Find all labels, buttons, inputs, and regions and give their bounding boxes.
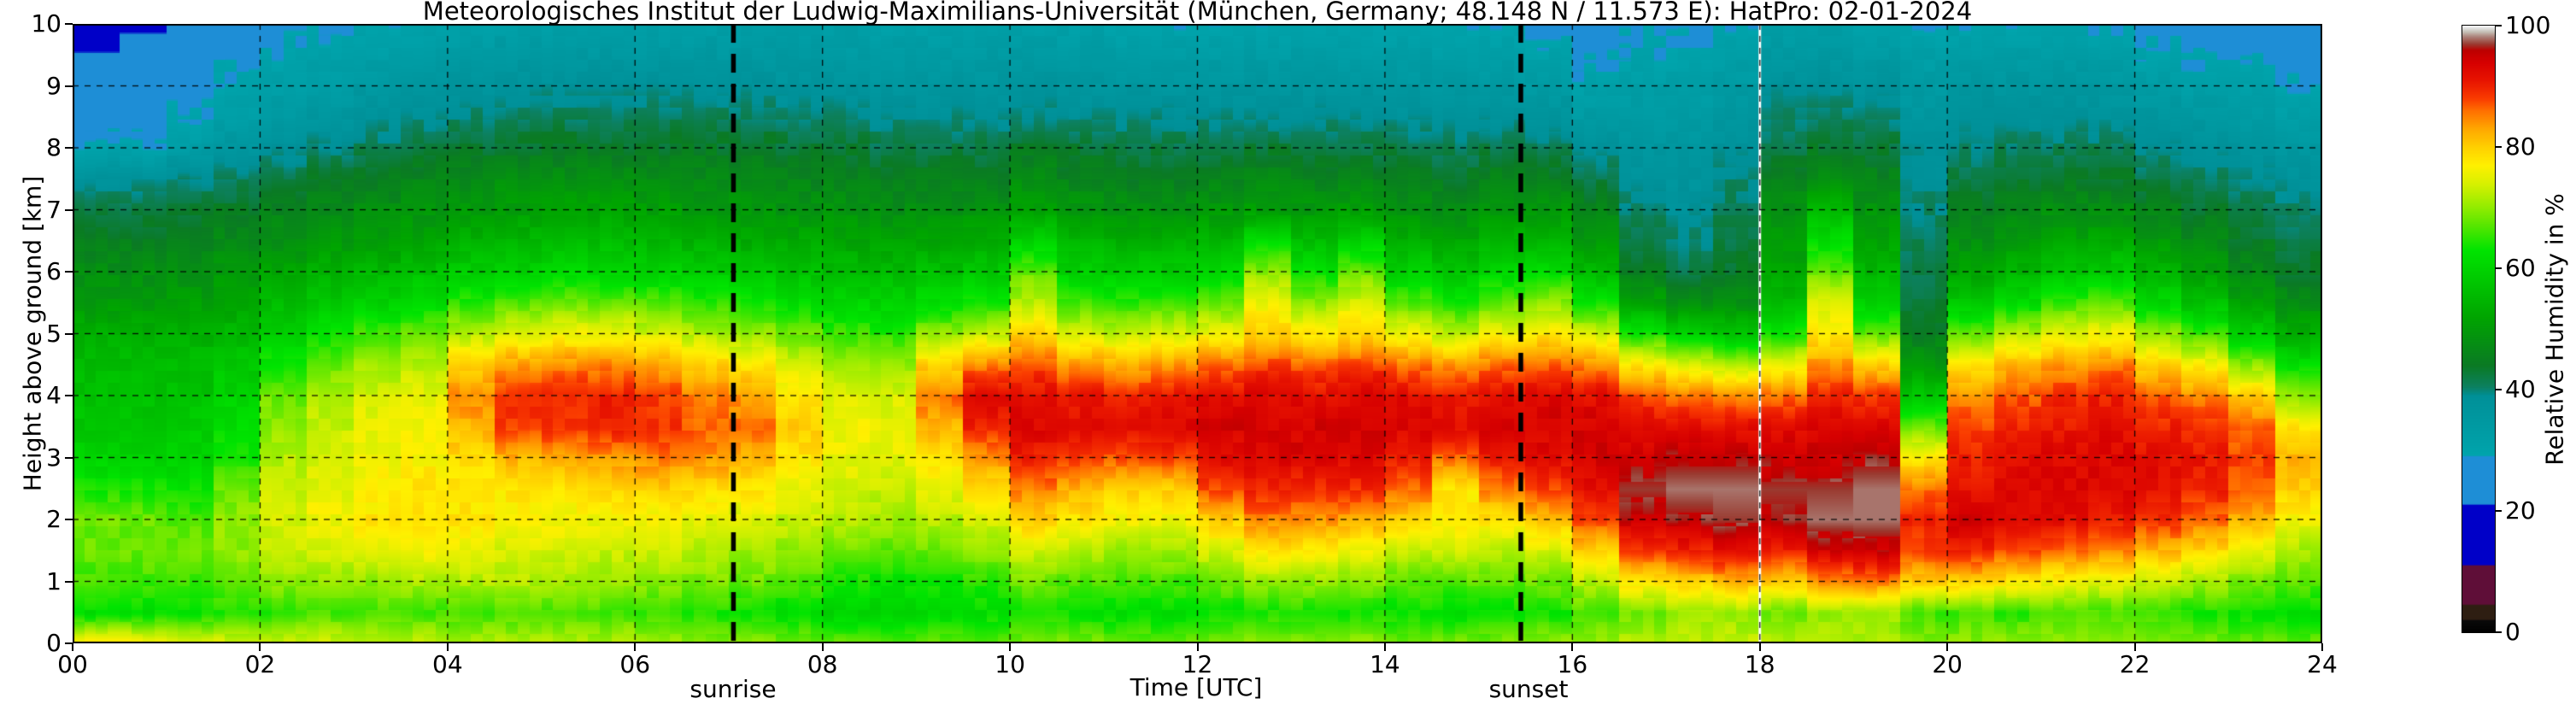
x-tick-mark <box>821 643 824 651</box>
colorbar-tick-label: 100 <box>2505 11 2551 39</box>
humidity-heatmap-canvas <box>73 24 2322 643</box>
y-tick-mark <box>65 456 73 459</box>
y-tick-mark <box>65 147 73 149</box>
y-tick-mark <box>65 395 73 396</box>
colorbar-canvas <box>2462 25 2496 633</box>
x-tick-label: 14 <box>1370 650 1400 678</box>
x-tick-label: 24 <box>2307 650 2338 678</box>
x-tick-mark <box>259 643 261 651</box>
x-tick-label: 12 <box>1182 650 1213 678</box>
y-tick-label: 2 <box>46 505 62 533</box>
y-tick-mark <box>65 85 73 87</box>
colorbar-label: Relative Humidity in % <box>2540 193 2569 466</box>
x-tick-label: 22 <box>2119 650 2151 678</box>
y-tick-mark <box>65 332 73 335</box>
x-tick-label: 16 <box>1557 650 1588 678</box>
colorbar-tick-mark <box>2495 510 2502 512</box>
y-tick-label: 6 <box>46 257 62 285</box>
colorbar-tick-label: 20 <box>2505 496 2536 525</box>
y-tick-mark <box>65 519 73 520</box>
plot-title: Meteorologisches Institut der Ludwig-Max… <box>422 0 1973 26</box>
x-tick-mark <box>72 643 73 651</box>
y-tick-label: 8 <box>46 133 62 161</box>
x-tick-mark <box>1009 643 1012 651</box>
sunset-annotation: sunset <box>1488 675 1569 703</box>
x-tick-mark <box>1946 643 1949 651</box>
x-tick-mark <box>634 643 637 651</box>
sunrise-annotation: sunrise <box>689 675 777 703</box>
y-tick-label: 9 <box>46 71 62 100</box>
y-axis-label: Height above ground [km] <box>18 175 47 492</box>
x-tick-label: 02 <box>244 650 276 678</box>
x-tick-label: 18 <box>1744 650 1775 678</box>
y-tick-mark <box>65 23 73 25</box>
x-tick-mark <box>446 643 449 651</box>
y-tick-mark <box>65 642 73 644</box>
colorbar-tick-mark <box>2495 25 2502 26</box>
x-tick-mark <box>1383 643 1386 651</box>
y-tick-mark <box>65 580 73 583</box>
y-tick-mark <box>65 208 73 211</box>
x-tick-label: 04 <box>432 650 463 678</box>
x-tick-label: 08 <box>807 650 838 678</box>
colorbar-tick-mark <box>2495 631 2502 633</box>
x-tick-label: 20 <box>1932 650 1963 678</box>
y-tick-label: 5 <box>46 319 62 348</box>
y-tick-label: 0 <box>46 629 62 657</box>
y-tick-label: 4 <box>46 381 62 409</box>
x-tick-label: 06 <box>619 650 651 678</box>
x-tick-mark <box>2321 643 2323 651</box>
y-tick-mark <box>65 271 73 273</box>
colorbar-tick-label: 0 <box>2505 618 2520 646</box>
colorbar-tick-mark <box>2495 146 2502 148</box>
colorbar-tick-label: 40 <box>2505 375 2536 403</box>
colorbar-tick-mark <box>2495 267 2502 269</box>
x-tick-label: 00 <box>57 650 88 678</box>
x-tick-mark <box>2133 643 2136 651</box>
x-tick-mark <box>1758 643 1761 651</box>
x-tick-mark <box>1196 643 1199 651</box>
x-tick-label: 10 <box>995 650 1025 678</box>
colorbar-tick-label: 60 <box>2505 254 2536 282</box>
colorbar-tick-label: 80 <box>2505 132 2536 161</box>
colorbar-tick-mark <box>2495 389 2502 390</box>
y-tick-label: 7 <box>46 195 62 224</box>
y-tick-label: 1 <box>46 566 62 595</box>
y-tick-label: 10 <box>31 9 62 38</box>
x-tick-mark <box>1571 643 1574 651</box>
x-axis-label: Time [UTC] <box>1130 673 1263 701</box>
y-tick-label: 3 <box>46 443 62 472</box>
